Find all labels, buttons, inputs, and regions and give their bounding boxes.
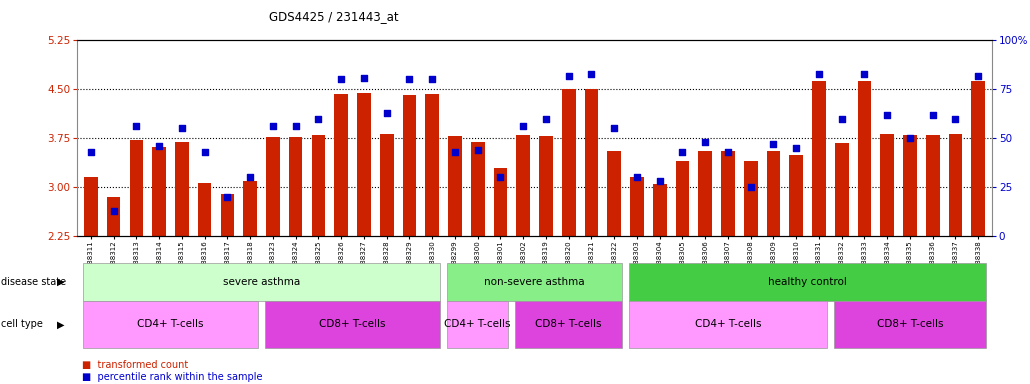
- Bar: [539, 136, 553, 236]
- Bar: [903, 135, 917, 236]
- Text: ▶: ▶: [57, 319, 65, 329]
- Text: CD4+ T-cells: CD4+ T-cells: [137, 319, 204, 329]
- Bar: [357, 93, 371, 236]
- Point: [788, 145, 804, 151]
- Bar: [766, 151, 781, 236]
- Bar: [676, 161, 689, 236]
- Bar: [971, 81, 985, 236]
- Point: [583, 71, 599, 77]
- Point: [675, 149, 691, 155]
- Point: [651, 178, 667, 184]
- Bar: [130, 139, 143, 236]
- Bar: [721, 151, 734, 236]
- Bar: [881, 134, 894, 236]
- Bar: [949, 134, 962, 236]
- Text: CD8+ T-cells: CD8+ T-cells: [536, 319, 602, 329]
- Text: severe asthma: severe asthma: [222, 277, 300, 287]
- Point: [606, 125, 622, 131]
- Point: [265, 123, 281, 129]
- Point: [174, 125, 191, 131]
- Point: [447, 149, 464, 155]
- Point: [287, 123, 304, 129]
- Point: [833, 116, 850, 122]
- Point: [765, 141, 782, 147]
- Point: [424, 76, 441, 83]
- Bar: [812, 81, 826, 236]
- Point: [720, 149, 736, 155]
- Bar: [653, 184, 666, 236]
- Point: [151, 143, 168, 149]
- Bar: [288, 137, 303, 236]
- Text: GDS4425 / 231443_at: GDS4425 / 231443_at: [269, 10, 399, 23]
- Bar: [789, 155, 803, 236]
- Point: [515, 123, 531, 129]
- Bar: [585, 89, 598, 236]
- Text: ▶: ▶: [57, 277, 65, 287]
- Bar: [220, 194, 234, 236]
- Bar: [266, 137, 280, 236]
- Point: [82, 149, 99, 155]
- Text: CD8+ T-cells: CD8+ T-cells: [319, 319, 386, 329]
- Bar: [493, 168, 507, 236]
- Point: [197, 149, 213, 155]
- Text: healthy control: healthy control: [768, 277, 847, 287]
- Bar: [516, 135, 530, 236]
- Point: [925, 112, 941, 118]
- Point: [970, 73, 987, 79]
- Bar: [698, 151, 712, 236]
- Point: [355, 74, 372, 81]
- Point: [948, 116, 964, 122]
- Point: [743, 184, 759, 190]
- Bar: [926, 135, 939, 236]
- Point: [811, 71, 827, 77]
- Bar: [84, 177, 98, 236]
- Point: [697, 139, 714, 145]
- Point: [105, 208, 122, 214]
- Bar: [858, 81, 871, 236]
- Bar: [175, 141, 188, 236]
- Bar: [630, 177, 644, 236]
- Point: [538, 116, 554, 122]
- Point: [856, 71, 872, 77]
- Point: [333, 76, 349, 83]
- Point: [492, 174, 509, 180]
- Bar: [380, 134, 393, 236]
- Point: [879, 112, 895, 118]
- Point: [901, 135, 918, 141]
- Point: [378, 110, 394, 116]
- Point: [310, 116, 327, 122]
- Text: ■  percentile rank within the sample: ■ percentile rank within the sample: [82, 372, 263, 382]
- Bar: [744, 161, 757, 236]
- Text: CD4+ T-cells: CD4+ T-cells: [694, 319, 761, 329]
- Bar: [152, 147, 166, 236]
- Point: [402, 76, 418, 83]
- Bar: [835, 143, 849, 236]
- Text: non-severe asthma: non-severe asthma: [484, 277, 585, 287]
- Text: CD8+ T-cells: CD8+ T-cells: [877, 319, 943, 329]
- Text: cell type: cell type: [1, 319, 43, 329]
- Point: [560, 73, 577, 79]
- Bar: [335, 94, 348, 236]
- Bar: [425, 94, 439, 236]
- Bar: [312, 135, 325, 236]
- Bar: [608, 151, 621, 236]
- Point: [628, 174, 645, 180]
- Bar: [198, 183, 211, 236]
- Point: [128, 123, 144, 129]
- Point: [242, 174, 259, 180]
- Bar: [562, 89, 576, 236]
- Point: [470, 147, 486, 153]
- Text: disease state: disease state: [1, 277, 66, 287]
- Bar: [403, 94, 416, 236]
- Bar: [107, 197, 121, 236]
- Bar: [243, 181, 258, 236]
- Bar: [471, 141, 484, 236]
- Point: [219, 194, 236, 200]
- Bar: [448, 136, 461, 236]
- Text: ■  transformed count: ■ transformed count: [82, 360, 188, 370]
- Text: CD4+ T-cells: CD4+ T-cells: [444, 319, 511, 329]
